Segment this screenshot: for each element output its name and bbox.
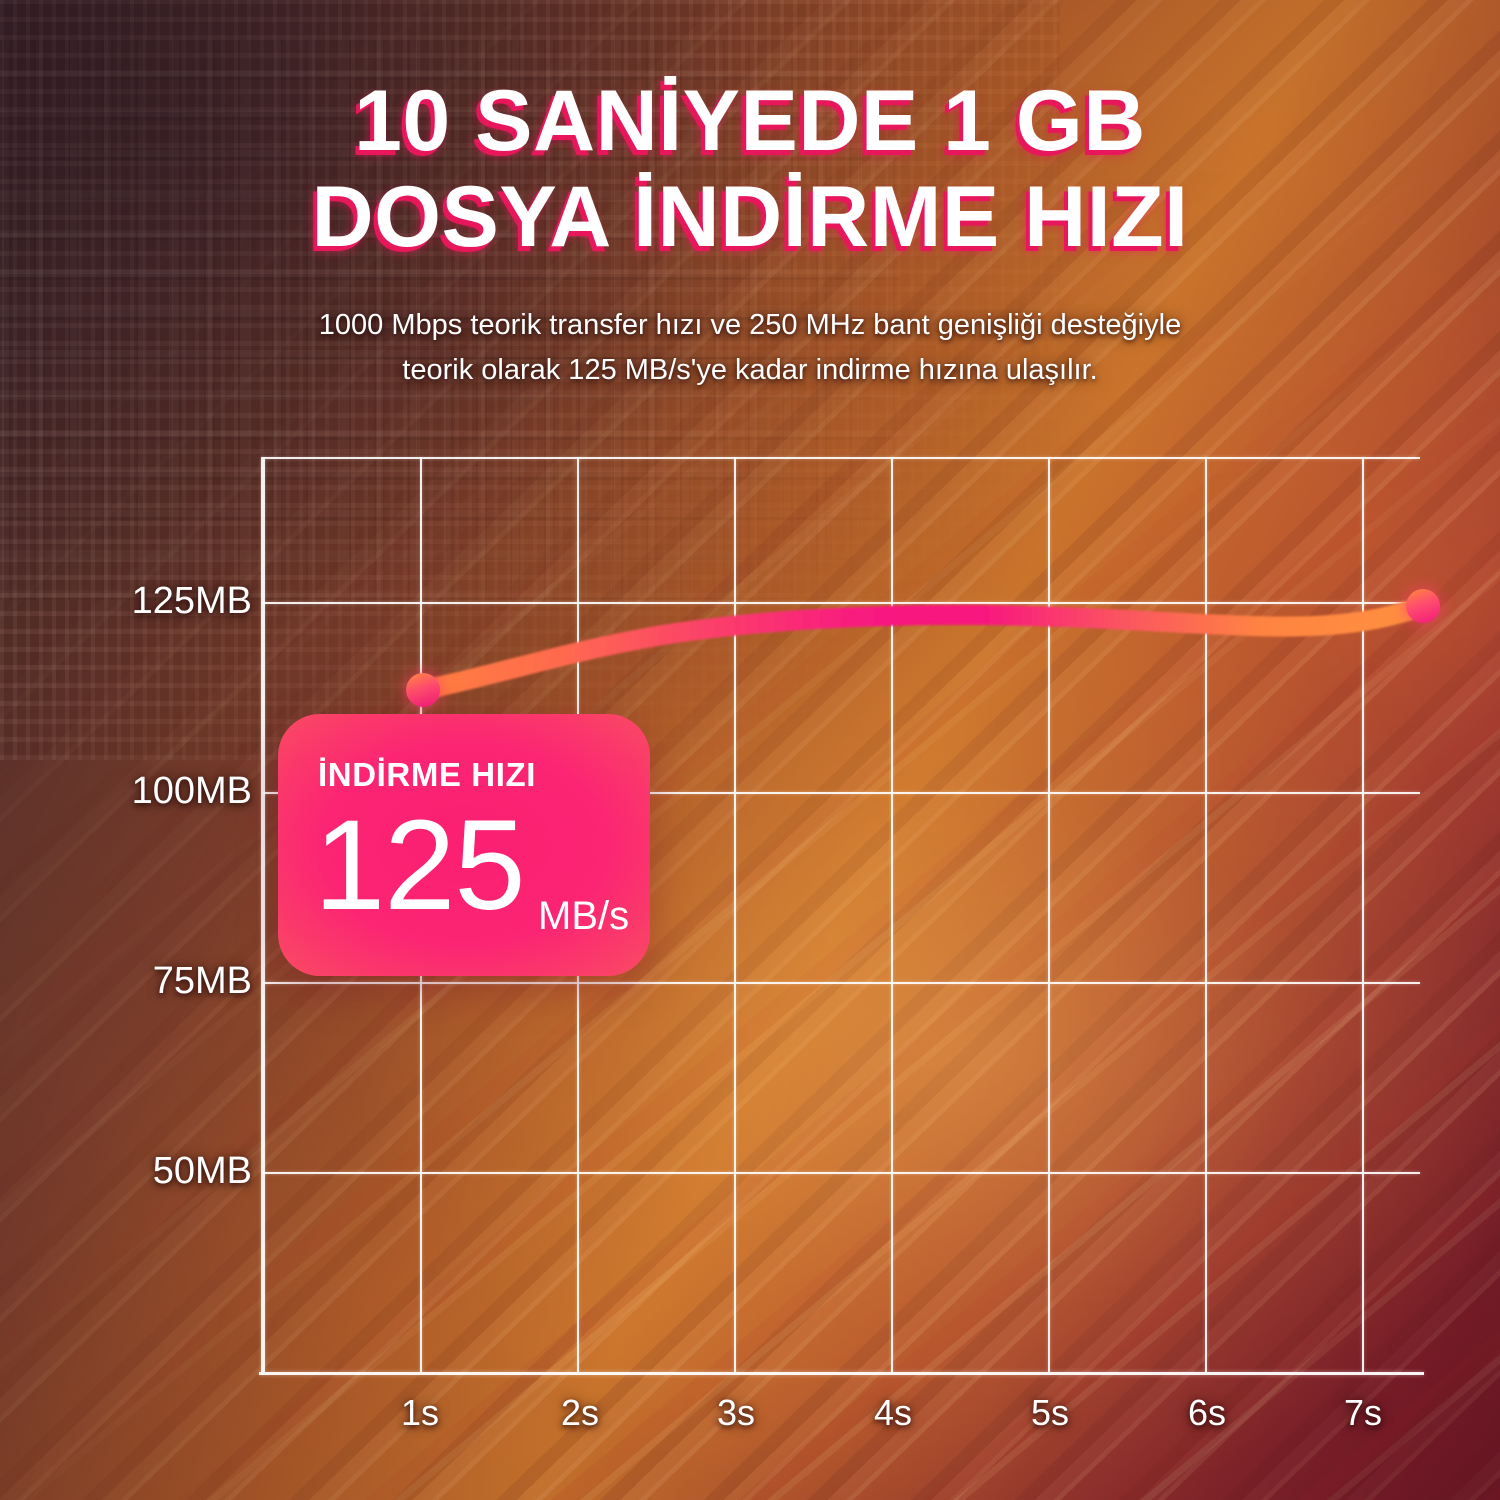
- gridline-v-6: [1205, 457, 1207, 1373]
- title-line-2: DOSYA İNDİRME HIZI: [311, 168, 1189, 265]
- gridline-v-0: [263, 457, 265, 1373]
- download-speed-callout-card: İNDİRME HIZI 125 MB/s: [278, 714, 650, 976]
- gridline-v-7: [1362, 457, 1364, 1373]
- x-tick-6s: 6s: [1187, 1392, 1227, 1433]
- callout-label: İNDİRME HIZI: [318, 756, 537, 793]
- page-title: 10 SANİYEDE 1 GB DOSYA İNDİRME HIZI: [0, 0, 1500, 261]
- gridline-h-top: [263, 457, 1420, 459]
- x-axis-line: [259, 1372, 1424, 1375]
- y-tick-50mb: 50MB: [152, 1150, 252, 1192]
- x-tick-7s: 7s: [1343, 1392, 1383, 1433]
- callout-unit: MB/s: [538, 894, 630, 938]
- subtitle-line-2: teorik olarak 125 MB/s'ye kadar indirme …: [402, 354, 1098, 387]
- gridline-h-100mb: [263, 792, 1420, 794]
- x-tick-1s: 1s: [400, 1392, 440, 1433]
- x-tick-2s: 2s: [560, 1392, 600, 1433]
- y-axis-line: [261, 457, 263, 1375]
- gridline-v-4: [891, 457, 893, 1373]
- x-tick-4s: 4s: [873, 1392, 913, 1433]
- gridline-h-75mb: [263, 982, 1420, 984]
- x-tick-5s: 5s: [1030, 1392, 1070, 1433]
- gridline-h-125mb: [263, 602, 1420, 604]
- gridline-v-3: [734, 457, 736, 1373]
- callout-value: 125: [314, 794, 526, 937]
- title-line-1: 10 SANİYEDE 1 GB: [354, 73, 1146, 169]
- gridline-h-50mb: [263, 1172, 1420, 1174]
- page-subtitle: 1000 Mbps teorik transfer hızı ve 250 MH…: [0, 303, 1500, 393]
- x-tick-3s: 3s: [716, 1392, 756, 1433]
- gridline-v-5: [1048, 457, 1050, 1373]
- header-block: 10 SANİYEDE 1 GB DOSYA İNDİRME HIZI 1000…: [0, 0, 1500, 393]
- y-tick-75mb: 75MB: [152, 960, 252, 1002]
- y-tick-100mb: 100MB: [131, 770, 252, 812]
- y-tick-125mb: 125MB: [131, 580, 252, 622]
- subtitle-line-1: 1000 Mbps teorik transfer hızı ve 250 MH…: [318, 309, 1182, 342]
